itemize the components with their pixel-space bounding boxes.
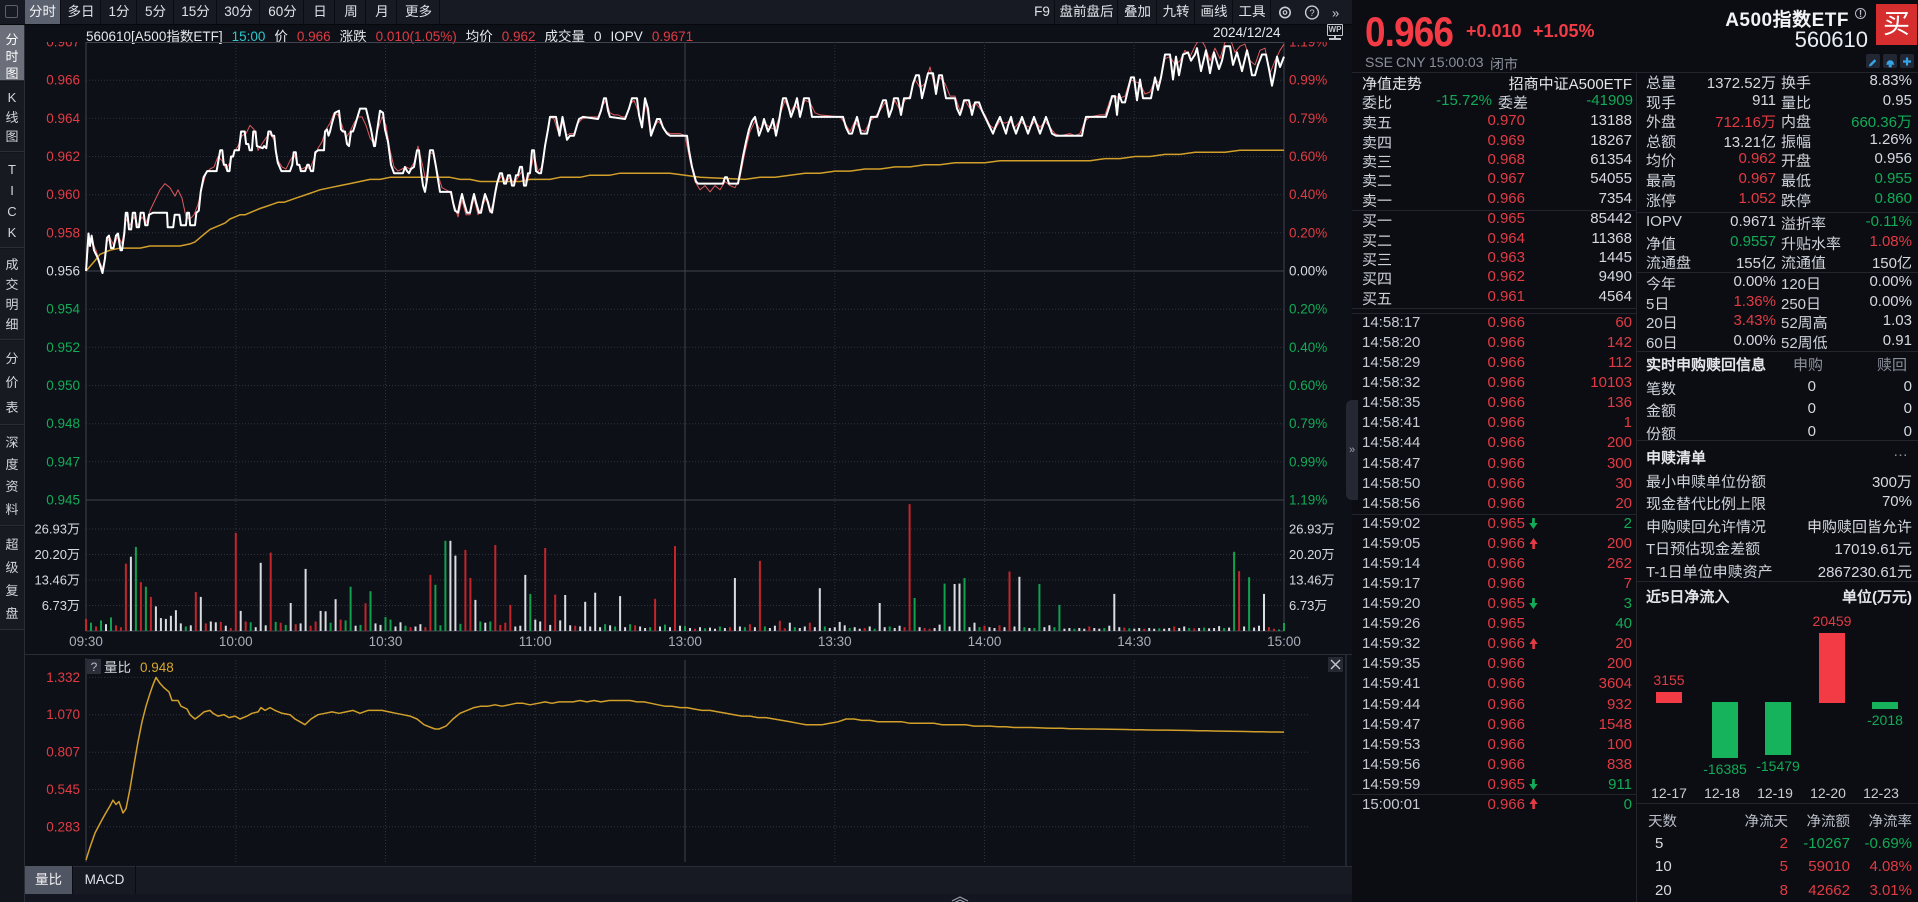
svg-text:0.20%: 0.20% [1289,302,1327,317]
svg-text:0.40%: 0.40% [1289,340,1327,355]
svg-text:20.20万: 20.20万 [34,547,80,562]
svg-text:0.964: 0.964 [46,111,80,126]
svg-text:0.966: 0.966 [46,73,80,88]
svg-text:14:00: 14:00 [968,634,1002,649]
svg-text:0.962: 0.962 [46,149,80,164]
svg-text:26.93万: 26.93万 [1289,522,1335,537]
svg-text:0.947: 0.947 [46,454,80,469]
svg-text:量比: 量比 [104,660,131,675]
svg-text:0.99%: 0.99% [1289,73,1327,88]
svg-text:0.956: 0.956 [46,264,80,279]
svg-text:0.79%: 0.79% [1289,111,1327,126]
svg-text:0.807: 0.807 [46,745,80,760]
svg-text:»: » [1332,6,1339,21]
svg-text:0.40%: 0.40% [1289,187,1327,202]
svg-text:0.945: 0.945 [46,493,80,508]
svg-text:26.93万: 26.93万 [34,522,80,537]
svg-text:0.79%: 0.79% [1289,416,1327,431]
svg-text:0.20%: 0.20% [1289,225,1327,240]
svg-text:1.332: 1.332 [46,670,80,685]
svg-text:0.958: 0.958 [46,225,80,240]
svg-text:1.19%: 1.19% [1289,493,1327,508]
svg-text:09:30: 09:30 [69,634,103,649]
svg-text:6.73万: 6.73万 [1289,598,1327,613]
svg-text:0.60%: 0.60% [1289,149,1327,164]
svg-text:15:00: 15:00 [1267,634,1301,649]
svg-text:0.948: 0.948 [46,416,80,431]
svg-text:?: ? [91,660,98,674]
svg-text:10:30: 10:30 [369,634,403,649]
svg-text:14:30: 14:30 [1117,634,1151,649]
svg-text:0.283: 0.283 [46,819,80,834]
svg-text:11:00: 11:00 [519,634,552,649]
svg-text:13.46万: 13.46万 [34,573,80,588]
svg-text:20.20万: 20.20万 [1289,547,1335,562]
svg-text:6.73万: 6.73万 [42,598,80,613]
svg-text:13:30: 13:30 [818,634,852,649]
svg-text:0.948: 0.948 [140,660,174,675]
svg-text:1.19%: 1.19% [1289,42,1327,50]
svg-text:13:00: 13:00 [668,634,702,649]
svg-text:0.60%: 0.60% [1289,378,1327,393]
svg-text:0.545: 0.545 [46,782,80,797]
svg-text:0.952: 0.952 [46,340,80,355]
svg-text:0.967: 0.967 [46,42,80,50]
svg-text:0.00%: 0.00% [1289,264,1327,279]
svg-text:0.960: 0.960 [46,187,80,202]
svg-text:0.99%: 0.99% [1289,454,1327,469]
svg-text:0.950: 0.950 [46,378,80,393]
svg-text:13.46万: 13.46万 [1289,573,1335,588]
svg-text:1.070: 1.070 [46,707,80,722]
svg-text:10:00: 10:00 [219,634,253,649]
svg-text:0.954: 0.954 [46,302,80,317]
svg-text:?: ? [1309,8,1314,19]
